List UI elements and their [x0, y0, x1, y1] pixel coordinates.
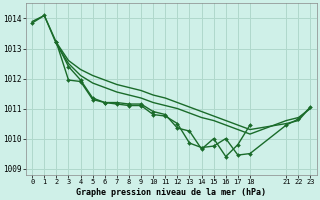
X-axis label: Graphe pression niveau de la mer (hPa): Graphe pression niveau de la mer (hPa) [76, 188, 266, 197]
